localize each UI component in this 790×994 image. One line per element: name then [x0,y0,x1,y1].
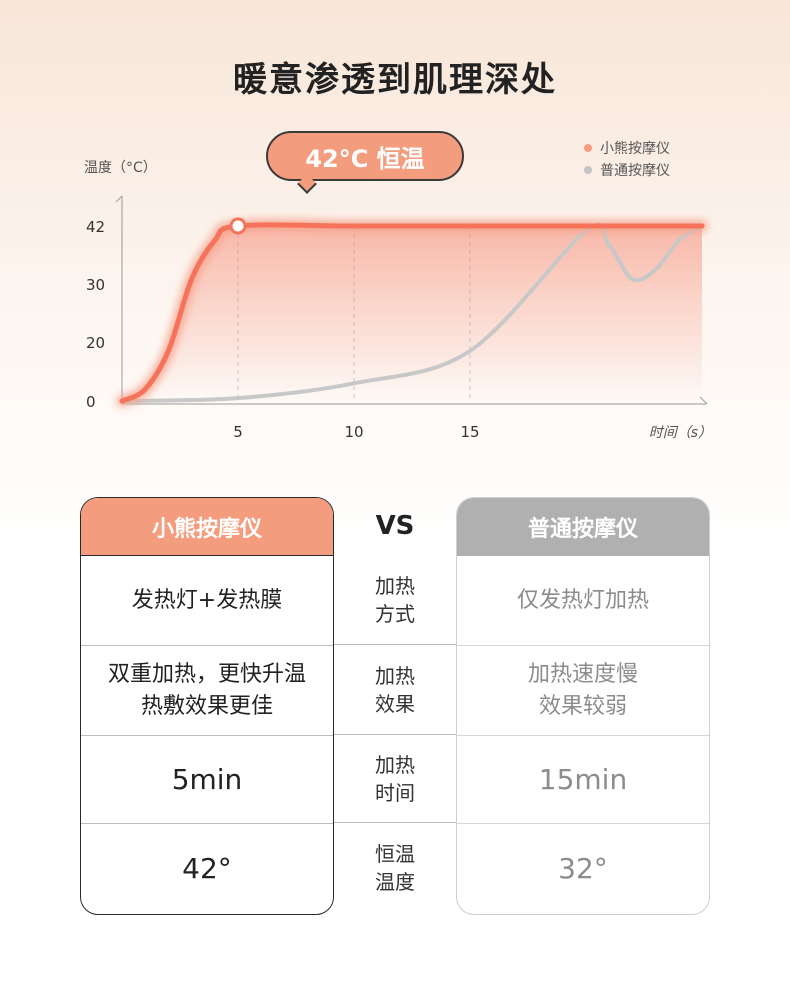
constant-temperature-badge: 42°C 恒温 [266,131,464,181]
row-label-constant-temp: 恒温 温度 [375,842,415,894]
x-tick-label: 15 [460,423,479,441]
xiaoxiong-header: 小熊按摩仪 [81,498,333,556]
row-label-heating-effect: 加热 效果 [334,645,456,735]
annotation-marker [229,217,247,235]
y-tick-label: 42 [86,218,105,236]
orange-area-fill [122,224,702,401]
right-cell-heating-time: 15min [457,736,709,824]
left-cell-heating-effect: 双重加热，更快升温 热敷效果更佳 [81,646,333,736]
y-tick-label: 30 [86,276,105,294]
page-headline: 暖意渗透到肌理深处 [233,60,557,100]
row-label-heating-time: 加热 时间 [334,735,456,823]
vs-label: VS [375,511,415,541]
left-cell-constant-temp: 42° [182,852,232,885]
x-tick-label: 10 [344,423,363,441]
comparison-table: 小熊按摩仪 发热灯+发热膜 双重加热，更快升温 热敷效果更佳 5min 42° … [80,497,710,915]
legend-item-xiaoxiong: 小熊按摩仪 [584,137,670,159]
legend-label: 小熊按摩仪 [600,141,670,157]
xiaoxiong-column: 小熊按摩仪 发热灯+发热膜 双重加热，更快升温 热敷效果更佳 5min 42° [80,497,334,915]
right-cell-heating-method: 仅发热灯加热 [457,556,709,646]
row-label-heating-method: 加热 方式 [334,555,456,645]
y-tick-label: 20 [86,334,105,352]
legend-item-putong: 普通按摩仪 [584,159,670,181]
temperature-chart: 5 10 15 42 30 20 0 [86,195,708,441]
right-cell-constant-temp: 32° [558,852,608,885]
putong-header: 普通按摩仪 [457,498,709,556]
legend-dot-gray-icon [584,166,592,174]
left-cell-heating-time: 5min [81,736,333,824]
y-axis-arrow-icon [115,195,123,203]
putong-column: 普通按摩仪 仅发热灯加热 加热速度慢 效果较弱 15min 32° [456,497,710,915]
legend-label: 普通按摩仪 [600,163,670,179]
chart-legend: 小熊按摩仪 普通按摩仪 [584,137,670,181]
legend-dot-orange-icon [584,144,592,152]
y-axis-label: 温度（°C） [84,160,157,176]
x-axis-label: 时间（s） [648,425,712,441]
gray-series-line [120,222,704,403]
y-tick-label: 0 [86,393,96,411]
right-cell-heating-effect: 加热速度慢 效果较弱 [457,646,709,736]
left-cell-heating-method: 发热灯+发热膜 [81,556,333,646]
x-tick-label: 5 [233,423,243,441]
row-labels-column: VS 加热 方式 加热 效果 加热 时间 恒温 温度 [334,497,456,915]
